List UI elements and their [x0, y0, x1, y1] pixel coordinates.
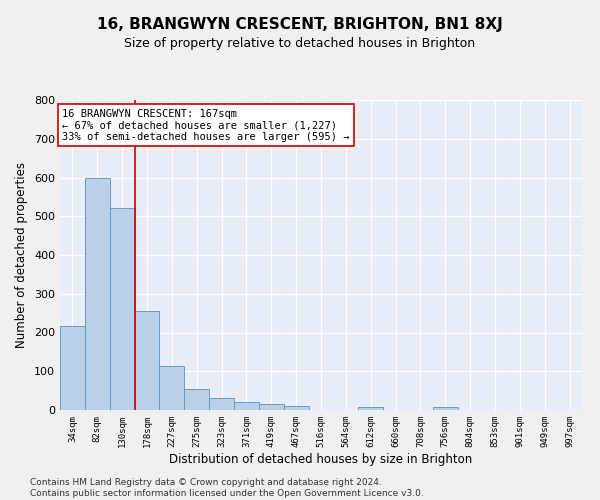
Bar: [259, 404, 284, 410]
Bar: [110, 208, 134, 410]
Bar: [234, 402, 259, 410]
Bar: [85, 178, 110, 410]
Text: 16, BRANGWYN CRESCENT, BRIGHTON, BN1 8XJ: 16, BRANGWYN CRESCENT, BRIGHTON, BN1 8XJ: [97, 18, 503, 32]
Text: Size of property relative to detached houses in Brighton: Size of property relative to detached ho…: [124, 38, 476, 51]
X-axis label: Distribution of detached houses by size in Brighton: Distribution of detached houses by size …: [169, 452, 473, 466]
Bar: [284, 406, 308, 410]
Bar: [433, 407, 458, 410]
Bar: [60, 326, 85, 410]
Bar: [134, 311, 160, 410]
Bar: [184, 390, 209, 410]
Bar: [160, 366, 184, 410]
Bar: [209, 398, 234, 410]
Text: 16 BRANGWYN CRESCENT: 167sqm
← 67% of detached houses are smaller (1,227)
33% of: 16 BRANGWYN CRESCENT: 167sqm ← 67% of de…: [62, 108, 350, 142]
Bar: [358, 406, 383, 410]
Text: Contains HM Land Registry data © Crown copyright and database right 2024.
Contai: Contains HM Land Registry data © Crown c…: [30, 478, 424, 498]
Y-axis label: Number of detached properties: Number of detached properties: [16, 162, 28, 348]
